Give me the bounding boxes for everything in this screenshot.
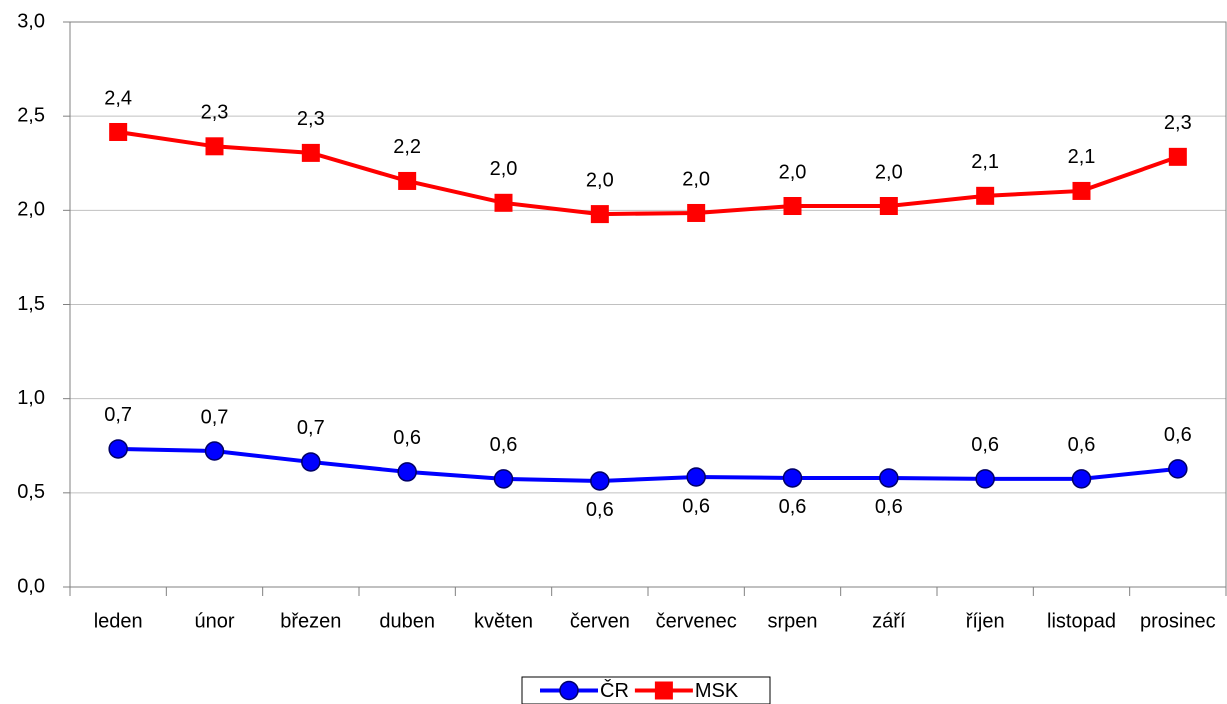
marker [1168,147,1187,166]
x-tick-label: červenec [656,610,737,632]
marker [493,469,514,489]
marker [782,468,803,488]
x-tick-label: únor [194,610,234,632]
data-label: 2,2 [393,136,421,158]
legend-marker [654,681,673,700]
legend-marker [559,680,579,701]
marker [976,186,995,205]
data-label: 2,0 [682,168,710,190]
y-tick-label: 1,5 [17,293,45,315]
y-tick-label: 0,0 [17,575,45,597]
marker [494,193,513,212]
legend-label: ČR [600,679,629,702]
marker [590,205,609,224]
data-label: 2,3 [1164,112,1192,134]
legend: ČR MSK [521,676,771,704]
marker [398,171,417,190]
data-label: 0,7 [297,417,325,439]
data-label: 2,0 [490,158,518,180]
marker [686,467,706,487]
data-label: 2,1 [971,151,999,173]
y-tick-label: 1,0 [17,387,45,409]
series-line [118,446,1179,483]
x-tick-label: srpen [767,610,817,632]
marker [879,197,898,216]
marker [590,471,610,491]
marker [975,469,995,489]
x-tick-label: leden [94,610,143,632]
x-tick-label: březen [280,610,341,632]
data-label: 0,6 [490,434,518,456]
data-label: 0,6 [393,427,421,449]
data-label: 0,7 [104,404,132,426]
marker [204,441,225,461]
y-tick-label: 2,5 [17,104,45,126]
x-tick-label: květen [474,610,533,632]
marker [879,468,899,488]
data-label: 0,6 [682,495,710,517]
series-line [117,130,1179,217]
marker [397,462,417,482]
marker [301,452,321,472]
marker [109,122,128,141]
legend-label: MSK [695,680,739,702]
data-label: 2,1 [1068,146,1096,168]
x-tick-label: duben [379,610,435,632]
data-label: 0,6 [1164,424,1192,446]
data-label: 2,0 [779,161,807,183]
x-tick-label: říjen [966,610,1005,632]
data-label: 0,6 [971,434,999,456]
data-label: 2,3 [201,102,229,124]
marker [687,203,706,222]
marker [783,197,802,216]
y-tick-label: 2,0 [17,199,45,221]
marker [1072,181,1091,200]
x-tick-label: září [872,610,906,632]
data-label: 2,0 [586,169,614,191]
data-label: 2,0 [875,161,903,183]
data-label: 2,3 [297,108,325,130]
y-tick-label: 3,0 [17,10,45,32]
marker [1168,459,1188,479]
data-label: 0,6 [779,496,807,518]
x-tick-label: červen [570,610,630,632]
marker [301,143,320,162]
data-label: 0,6 [1068,434,1096,456]
y-tick-label: 0,5 [17,481,45,503]
marker [1071,469,1092,489]
marker [108,439,128,459]
x-tick-label: listopad [1047,610,1116,632]
data-label: 2,4 [104,87,132,109]
data-label: 0,6 [586,499,614,521]
data-label: 0,7 [201,406,229,428]
x-tick-label: prosinec [1140,610,1216,632]
marker [205,137,224,156]
data-label: 0,6 [875,496,903,518]
